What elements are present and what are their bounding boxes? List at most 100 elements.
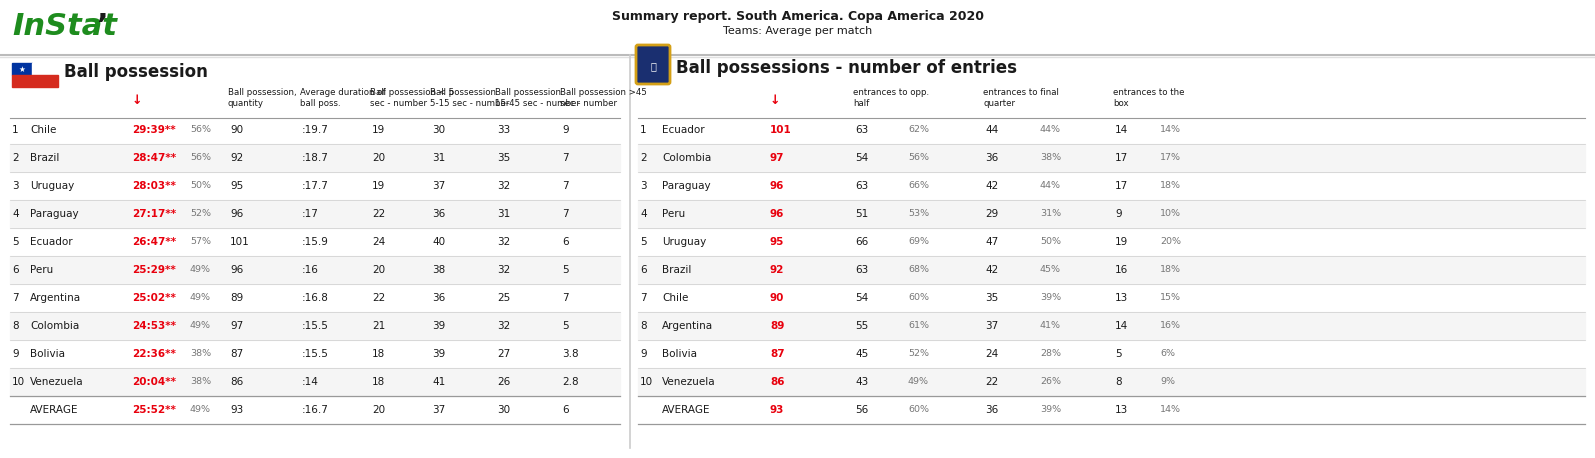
- Text: 24:53**: 24:53**: [132, 321, 175, 331]
- Text: 51: 51: [855, 209, 868, 219]
- Text: Uruguay: Uruguay: [662, 237, 707, 247]
- Text: 20:04**: 20:04**: [132, 377, 175, 387]
- Text: 9: 9: [561, 125, 569, 135]
- Text: 14: 14: [1115, 321, 1128, 331]
- Text: 13: 13: [1115, 293, 1128, 303]
- Text: 95: 95: [770, 237, 785, 247]
- Text: Summary report. South America. Copa America 2020: Summary report. South America. Copa Amer…: [611, 10, 984, 23]
- Text: ★: ★: [19, 65, 26, 73]
- Text: 93: 93: [770, 405, 785, 415]
- Text: 62%: 62%: [908, 125, 928, 135]
- Text: ↓: ↓: [132, 93, 142, 107]
- Text: Colombia: Colombia: [30, 321, 80, 331]
- Text: 42: 42: [986, 181, 998, 191]
- Text: 45: 45: [855, 349, 868, 359]
- Bar: [10, 368, 620, 396]
- Text: 26: 26: [498, 377, 510, 387]
- Text: 7: 7: [561, 181, 569, 191]
- Text: 22: 22: [986, 377, 998, 387]
- Text: 86: 86: [770, 377, 785, 387]
- Text: Venezuela: Venezuela: [30, 377, 83, 387]
- Text: Brazil: Brazil: [30, 153, 59, 163]
- Text: :15.5: :15.5: [301, 349, 329, 359]
- Text: 63: 63: [855, 125, 868, 135]
- Text: 96: 96: [770, 209, 785, 219]
- Text: 37: 37: [432, 405, 445, 415]
- Text: 101: 101: [770, 125, 791, 135]
- Text: 19: 19: [1115, 237, 1128, 247]
- Text: 43: 43: [855, 377, 868, 387]
- FancyBboxPatch shape: [636, 45, 670, 84]
- Text: ʼ: ʼ: [96, 12, 107, 41]
- Text: Peru: Peru: [662, 209, 686, 219]
- Text: 87: 87: [230, 349, 244, 359]
- Text: 5: 5: [561, 321, 569, 331]
- Text: 2: 2: [640, 153, 646, 163]
- Text: 90: 90: [770, 293, 785, 303]
- Text: 32: 32: [498, 321, 510, 331]
- Text: 97: 97: [770, 153, 785, 163]
- Text: 96: 96: [770, 181, 785, 191]
- Bar: [638, 200, 1585, 228]
- Text: 3.8: 3.8: [561, 349, 579, 359]
- Text: 1: 1: [13, 125, 19, 135]
- Text: 66: 66: [855, 237, 868, 247]
- Bar: [10, 144, 620, 172]
- Text: 35: 35: [498, 153, 510, 163]
- Text: Chile: Chile: [662, 293, 689, 303]
- Text: 7: 7: [13, 293, 19, 303]
- Text: 1: 1: [640, 125, 646, 135]
- Text: 38%: 38%: [190, 349, 211, 359]
- Text: 21: 21: [372, 321, 386, 331]
- Text: 44%: 44%: [1040, 125, 1061, 135]
- Text: :15.5: :15.5: [301, 321, 329, 331]
- Text: 36: 36: [986, 405, 998, 415]
- Text: 28:03**: 28:03**: [132, 181, 175, 191]
- Text: 63: 63: [855, 181, 868, 191]
- Text: 47: 47: [986, 237, 998, 247]
- Text: 32: 32: [498, 181, 510, 191]
- Text: 20: 20: [372, 153, 384, 163]
- Text: 49%: 49%: [190, 405, 211, 414]
- Text: 18%: 18%: [1160, 181, 1180, 191]
- Text: 19: 19: [372, 125, 386, 135]
- Text: 68%: 68%: [908, 266, 928, 274]
- Text: 9: 9: [13, 349, 19, 359]
- Text: Venezuela: Venezuela: [662, 377, 716, 387]
- Text: Ball possession
15-45 sec - number: Ball possession 15-45 sec - number: [494, 88, 581, 108]
- Text: 37: 37: [986, 321, 998, 331]
- Text: 39: 39: [432, 321, 445, 331]
- Text: 7: 7: [561, 293, 569, 303]
- Text: 39: 39: [432, 349, 445, 359]
- Text: 19: 19: [372, 181, 386, 191]
- Text: 49%: 49%: [908, 377, 928, 387]
- Text: 36: 36: [432, 209, 445, 219]
- Text: :18.7: :18.7: [301, 153, 329, 163]
- Text: 63: 63: [855, 265, 868, 275]
- Text: 56: 56: [855, 405, 868, 415]
- Text: 7: 7: [640, 293, 646, 303]
- Text: :17.7: :17.7: [301, 181, 329, 191]
- Text: :16: :16: [301, 265, 319, 275]
- Text: 26%: 26%: [1040, 377, 1061, 387]
- Text: 5: 5: [561, 265, 569, 275]
- Text: 61%: 61%: [908, 322, 928, 331]
- Text: AVERAGE: AVERAGE: [30, 405, 78, 415]
- Text: 93: 93: [230, 405, 244, 415]
- Text: 27: 27: [498, 349, 510, 359]
- Text: Ecuador: Ecuador: [662, 125, 705, 135]
- Text: 32: 32: [498, 237, 510, 247]
- Text: 9%: 9%: [1160, 377, 1176, 387]
- Text: 14%: 14%: [1160, 125, 1180, 135]
- Text: 41: 41: [432, 377, 445, 387]
- Text: 86: 86: [230, 377, 244, 387]
- Text: 2.8: 2.8: [561, 377, 579, 387]
- Text: :19.7: :19.7: [301, 125, 329, 135]
- Text: 17: 17: [1115, 181, 1128, 191]
- Text: 38%: 38%: [1040, 153, 1061, 163]
- Text: 6: 6: [561, 237, 569, 247]
- Text: entrances to final
quarter: entrances to final quarter: [983, 88, 1059, 108]
- Text: Ball possessions - number of entries: Ball possessions - number of entries: [676, 59, 1018, 77]
- Text: 44%: 44%: [1040, 181, 1061, 191]
- Text: 33: 33: [498, 125, 510, 135]
